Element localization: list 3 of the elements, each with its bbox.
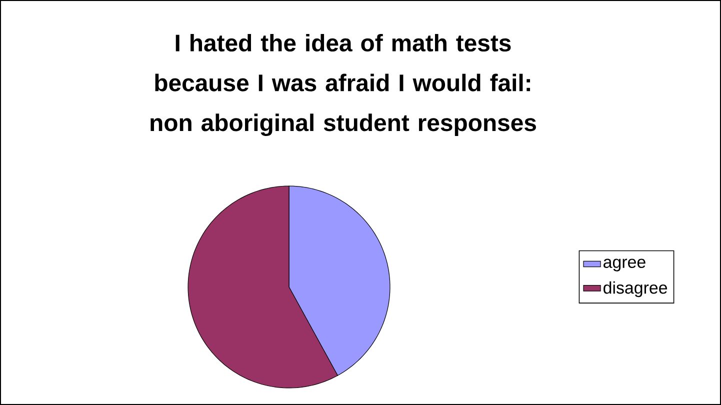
legend-label: agree <box>604 258 646 272</box>
legend-label: disagree <box>604 281 668 298</box>
chart-title: I hated the idea of math tests because I was afraid I would fail: non aboriginal student responses <box>150 34 536 136</box>
